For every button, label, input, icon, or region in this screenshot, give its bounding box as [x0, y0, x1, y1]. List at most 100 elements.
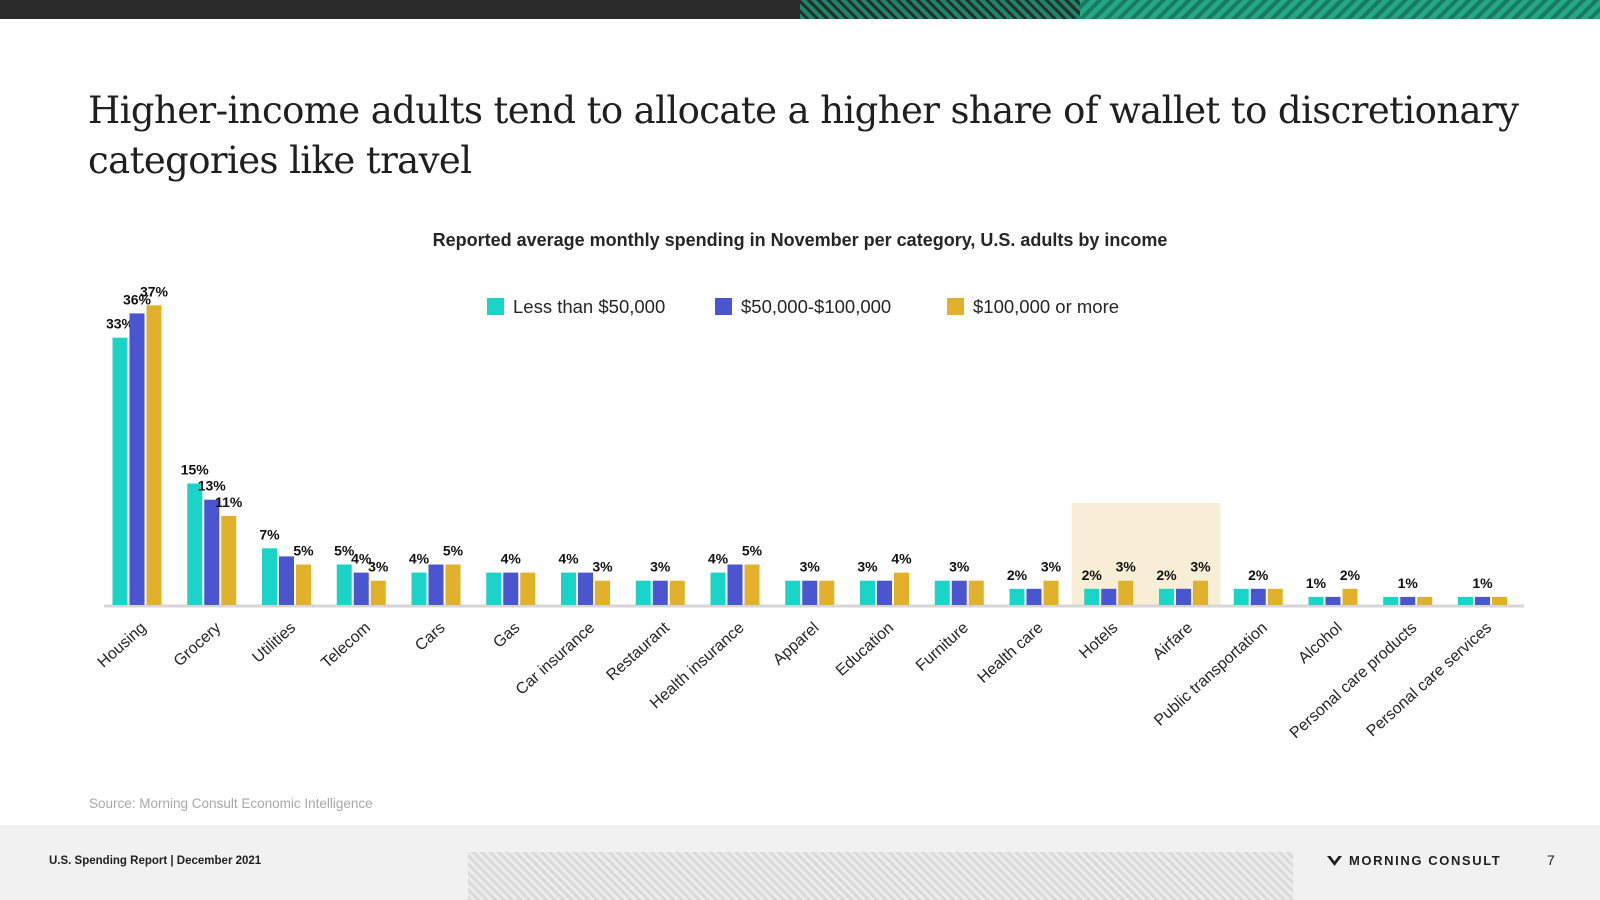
data-label: 4% — [891, 551, 912, 567]
bar — [1342, 588, 1358, 605]
category-tick-label: Telecom — [318, 619, 374, 671]
bar — [1233, 588, 1249, 605]
bar — [1308, 596, 1324, 605]
data-label: 37% — [140, 283, 169, 299]
bar — [1417, 596, 1433, 605]
bar — [221, 515, 237, 605]
category-tick-label: Alcohol — [1295, 619, 1345, 667]
bar — [652, 580, 668, 605]
data-label: 4% — [558, 551, 579, 567]
bar — [561, 572, 576, 605]
category-tick-label: Car insurance — [513, 619, 598, 698]
data-label: 4% — [501, 551, 522, 567]
data-label: 36% — [123, 291, 152, 307]
category-tick-label: Utilities — [249, 619, 299, 666]
bar — [934, 580, 950, 605]
category-tick-label: Grocery — [171, 619, 225, 670]
data-label: 3% — [650, 559, 671, 575]
data-label: 7% — [259, 526, 280, 542]
data-label: 1% — [1472, 575, 1493, 591]
data-label: 5% — [443, 543, 464, 559]
legend-label: $50,000-$100,000 — [741, 296, 891, 317]
bar — [595, 580, 610, 605]
bar — [802, 580, 818, 605]
category-tick-label: Education — [833, 619, 897, 679]
data-label: 2% — [1007, 567, 1028, 583]
data-label: 3% — [592, 559, 613, 575]
data-label: 3% — [1116, 559, 1137, 575]
legend-label: Less than $50,000 — [513, 296, 665, 317]
bar — [1101, 588, 1117, 605]
bar — [1084, 588, 1100, 605]
bar — [1475, 596, 1490, 605]
category-tick-label: Personal care services — [1364, 619, 1496, 740]
page-title: Higher-income adults tend to allocate a … — [88, 89, 1519, 182]
bar — [279, 556, 294, 605]
data-label: 3% — [368, 559, 389, 575]
data-label: 11% — [215, 494, 243, 510]
page-number: 7 — [1547, 852, 1555, 868]
data-label: 1% — [1398, 575, 1419, 591]
top-bar-pattern-accent — [1080, 0, 1600, 19]
bar — [1267, 588, 1283, 605]
bar — [877, 580, 892, 605]
bar — [635, 580, 651, 605]
data-label: 3% — [949, 559, 970, 575]
bar — [1193, 580, 1208, 605]
bar — [744, 564, 760, 605]
data-label: 5% — [742, 543, 763, 559]
bar — [1159, 588, 1174, 605]
data-label: 33% — [106, 316, 135, 332]
bar — [578, 572, 593, 605]
bar — [669, 580, 685, 605]
bar — [860, 580, 875, 605]
bar — [1009, 588, 1025, 605]
category-tick-label: Cars — [412, 619, 448, 654]
bar — [204, 499, 220, 605]
bar — [1492, 596, 1507, 605]
category-tick-label: Airfare — [1150, 619, 1196, 663]
data-label: 5% — [334, 543, 355, 559]
data-label: 2% — [1248, 567, 1269, 583]
bar — [1043, 580, 1059, 605]
bar — [819, 580, 835, 605]
category-tick-label: Apparel — [770, 619, 822, 669]
data-label: 1% — [1306, 575, 1327, 591]
data-label: 5% — [293, 543, 314, 559]
legend-swatch — [487, 298, 504, 315]
bar — [428, 564, 444, 605]
bar — [411, 572, 427, 605]
bar — [445, 564, 461, 605]
bar — [710, 572, 726, 605]
legend-swatch — [715, 298, 732, 315]
data-label: 2% — [1082, 567, 1103, 583]
bar — [520, 572, 536, 605]
legend-label: $100,000 or more — [973, 296, 1119, 317]
category-tick-label: Furniture — [913, 619, 972, 675]
bar — [1383, 596, 1399, 605]
bar — [968, 580, 984, 605]
morning-consult-logo-icon — [1327, 855, 1342, 866]
bar — [112, 337, 128, 605]
source-note: Source: Morning Consult Economic Intelli… — [89, 796, 373, 811]
bar — [296, 564, 311, 605]
bar — [336, 564, 352, 605]
top-bar — [0, 0, 1600, 19]
bar — [129, 313, 145, 605]
report-title: U.S. Spending Report | December 2021 — [49, 855, 262, 867]
bar — [1400, 596, 1416, 605]
data-label: 13% — [198, 478, 227, 494]
bar — [353, 572, 369, 605]
grouped-bar-chart: 33% 36%37% Housing 15%13%11% Grocery 7% 5% Util… — [95, 283, 1524, 742]
bar — [727, 564, 743, 605]
bar — [1250, 588, 1266, 605]
bar — [187, 483, 203, 605]
bar — [1118, 580, 1134, 605]
data-label: 2% — [1156, 567, 1177, 583]
bar — [262, 548, 277, 605]
category-tick-label: Housing — [95, 619, 150, 671]
bar — [785, 580, 801, 605]
data-label: 4% — [351, 551, 372, 567]
data-label: 2% — [1340, 567, 1361, 583]
bar — [1325, 596, 1341, 605]
